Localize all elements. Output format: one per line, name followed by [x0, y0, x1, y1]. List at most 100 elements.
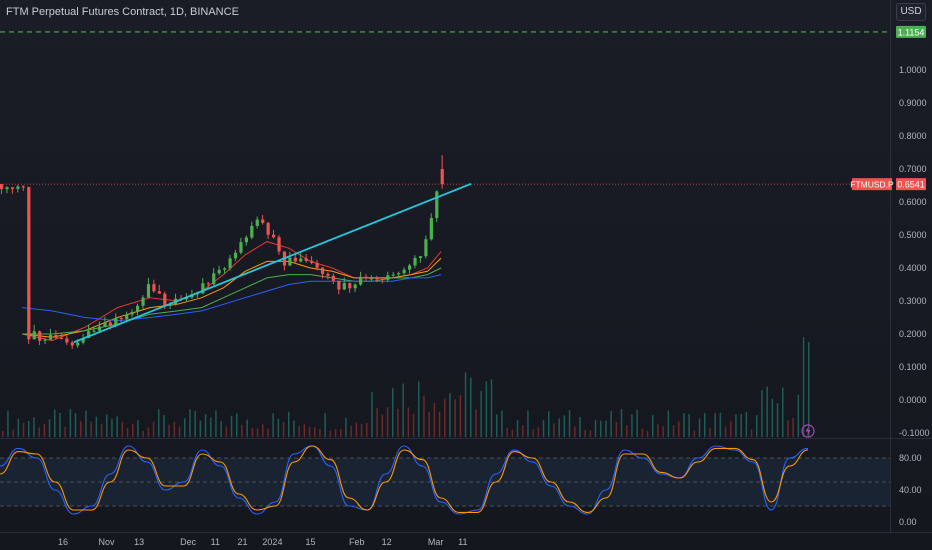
candle-body: [320, 267, 325, 274]
candle-body: [369, 278, 374, 280]
time-tick-label: 2024: [262, 537, 282, 547]
volume-bar: [230, 415, 233, 437]
candle-body: [217, 269, 221, 274]
volume-bar: [163, 415, 165, 437]
volume-bar: [106, 414, 108, 437]
volume-bar: [563, 415, 566, 437]
volume-bar: [298, 426, 300, 437]
volume-bar: [433, 402, 436, 437]
volume-bar: [381, 414, 384, 437]
volume-bar: [64, 427, 66, 437]
volume-bar: [314, 427, 316, 437]
candle-body: [152, 284, 156, 292]
volume-bar: [553, 423, 555, 437]
candle-body: [255, 219, 259, 226]
price-tick-label: 0.5000: [899, 230, 927, 240]
volume-bar: [262, 424, 264, 437]
volume-bar: [693, 430, 696, 437]
volume-bar: [33, 417, 35, 437]
volume-bar: [402, 383, 404, 437]
candle-body: [266, 222, 270, 235]
stoch-tick-label: 40.00: [899, 485, 922, 495]
volume-bar: [407, 407, 410, 437]
volume-bar: [480, 391, 482, 437]
candle-body: [299, 258, 303, 262]
candle-body: [136, 305, 140, 312]
candle-body: [429, 217, 433, 240]
last-price-label-bg: [896, 178, 926, 191]
volume-bar: [241, 424, 243, 437]
volume-bar: [797, 394, 800, 437]
candle-body: [5, 187, 9, 190]
volume-bar: [423, 395, 425, 437]
volume-bar: [667, 410, 670, 437]
candle-body: [59, 337, 64, 339]
volume-bar: [511, 429, 514, 437]
volume-bar: [308, 427, 311, 437]
volume-bar: [371, 392, 373, 437]
candle-body: [326, 273, 330, 276]
volume-bar: [761, 390, 763, 437]
candle-body: [228, 258, 232, 269]
volume-bar: [178, 426, 181, 437]
symbol-label-bg: [852, 178, 892, 191]
moving-average-ma-mid: [22, 257, 442, 338]
candle-body: [212, 273, 216, 285]
candle-body: [87, 331, 91, 339]
volume-bar: [204, 414, 207, 437]
time-tick-label: Nov: [99, 537, 116, 547]
volume-bar: [610, 410, 612, 437]
volume-bar: [152, 421, 155, 437]
candle-body: [184, 297, 189, 300]
candle-body: [70, 342, 74, 346]
candle-body: [130, 311, 134, 315]
volume-bar: [288, 411, 290, 437]
volume-bar: [776, 403, 779, 437]
candle-body: [206, 283, 210, 285]
volume-bar: [184, 418, 186, 437]
volume-bar: [137, 420, 139, 437]
candle-body: [397, 273, 401, 275]
candle-body: [108, 322, 112, 326]
candle-body: [92, 330, 96, 332]
currency-button[interactable]: USD: [896, 3, 926, 21]
candle-body: [141, 297, 145, 306]
volume-bar: [340, 429, 342, 437]
volume-bar: [376, 407, 378, 437]
volume-bar: [225, 426, 228, 437]
volume-bar: [111, 418, 113, 437]
volume-bar: [516, 420, 519, 437]
volume-bar: [17, 418, 20, 437]
volume-bar: [22, 422, 25, 437]
volume-bar: [48, 419, 51, 437]
volume-bar: [683, 413, 685, 437]
candles: [0, 155, 444, 350]
candle-body: [250, 225, 254, 238]
volume-bar: [236, 413, 238, 437]
volume-bar: [80, 421, 82, 437]
volume-bar: [95, 416, 98, 437]
volume-bar: [158, 409, 160, 437]
moving-average-ma-fast: [22, 241, 442, 342]
candle-body: [315, 262, 319, 268]
candle-body: [375, 278, 379, 280]
volume-bar: [412, 413, 415, 437]
volume-bar: [490, 379, 493, 437]
candle-body: [97, 326, 102, 331]
candle-body: [157, 291, 161, 294]
symbol-label: FTMUSD.P: [850, 180, 894, 190]
volume-bar: [277, 418, 280, 437]
volume-bar: [392, 388, 394, 437]
volume-bar: [59, 412, 61, 437]
time-tick-label: 15: [306, 537, 316, 547]
candle-body: [293, 257, 297, 262]
candle-body: [103, 322, 107, 327]
time-tick-label: 13: [134, 537, 144, 547]
lightning-icon-glyph: [805, 426, 811, 436]
candle-body: [21, 186, 25, 188]
volume-bar: [168, 424, 170, 437]
volume-bar: [808, 342, 810, 437]
volume-bar: [12, 429, 14, 437]
volume-bar: [267, 428, 269, 437]
